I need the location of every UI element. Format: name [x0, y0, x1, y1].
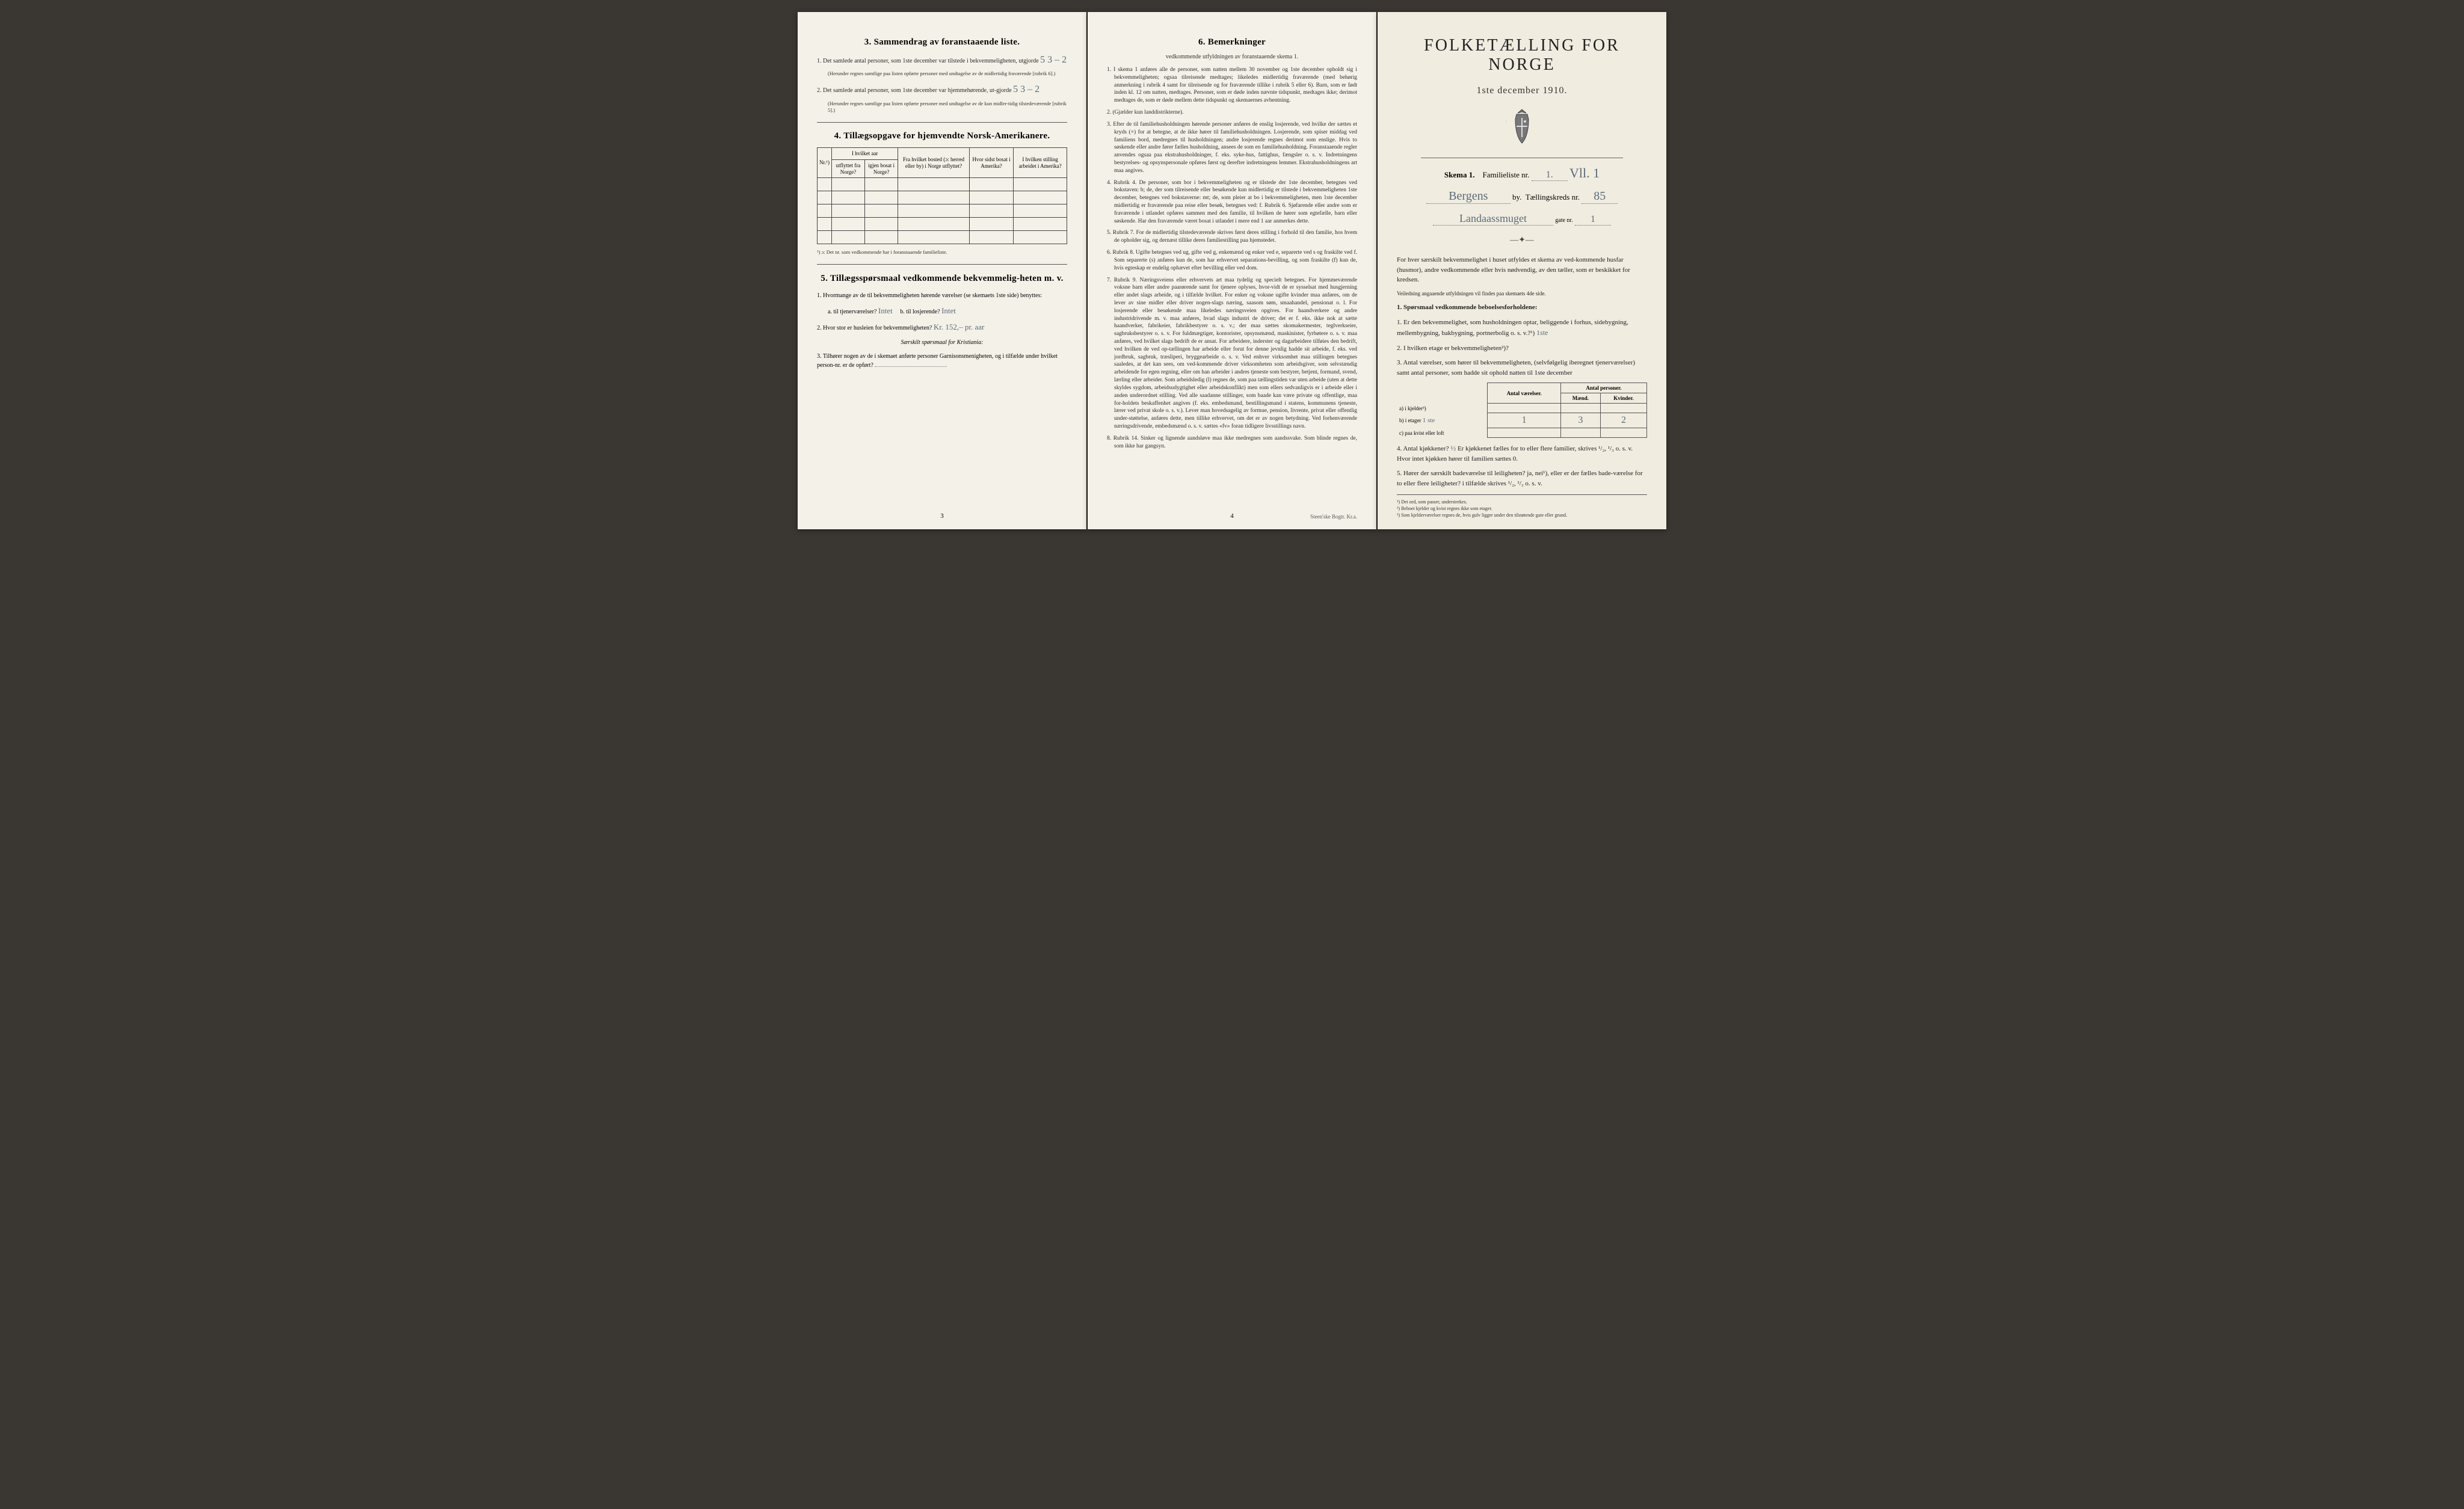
cover-date: 1ste december 1910. — [1397, 85, 1647, 96]
th-maend: Mænd. — [1560, 393, 1600, 404]
q1-heading: 1. Spørsmaal vedkommende beboelsesforhol… — [1397, 303, 1647, 313]
cover-page: FOLKETÆLLING FOR NORGE 1ste december 191… — [1378, 12, 1666, 529]
gate-value: Landaassmuget — [1433, 212, 1553, 226]
th-kvinder: Kvinder. — [1600, 393, 1646, 404]
by-line: Bergens by. Tællingskreds nr. 85 — [1397, 189, 1647, 204]
sec3-item2-value: 5 3 – 2 — [1013, 83, 1040, 96]
page-4: 6. Bemerkninger vedkommende utfyldningen… — [1088, 12, 1376, 529]
table-row — [818, 231, 1067, 244]
sec3-heading: 3. Sammendrag av foranstaaende liste. — [817, 37, 1067, 48]
q1: 1. Hvormange av de til bekvemmeligheten … — [817, 291, 1067, 300]
th-personer: Antal personer. — [1560, 383, 1646, 393]
familieliste-nr: 1. — [1532, 170, 1568, 181]
q1-5: 5. Hører der særskilt badeværelse til le… — [1397, 469, 1647, 488]
sec4-heading: 4. Tillægsopgave for hjemvendte Norsk-Am… — [817, 131, 1067, 141]
val-kvinder: 2 — [1621, 415, 1626, 426]
sec3-item1: 1. Det samlede antal personer, som 1ste … — [817, 54, 1067, 67]
amerikaner-table: Nr.¹) I hvilket aar Fra hvilket bosted (… — [817, 147, 1067, 244]
count-table: Antal værelser. Antal personer. Mænd. Kv… — [1397, 383, 1647, 438]
q1-1: 1. Er den bekvemmelighet, som husholdnin… — [1397, 318, 1647, 339]
q1-2: 2. I hvilken etage er bekvemmeligheten²)… — [1397, 343, 1647, 354]
table-row: c) paa kvist eller loft — [1397, 428, 1647, 438]
kreds-value: 85 — [1582, 189, 1618, 204]
page-3: 3. Sammendrag av foranstaaende liste. 1.… — [798, 12, 1086, 529]
amerikaner-tbody — [818, 178, 1067, 244]
sec3-item1-note: (Herunder regnes samtlige paa listen opf… — [817, 70, 1067, 77]
th-bosted: Fra hvilket bosted (ɔ: herred eller by) … — [898, 147, 970, 177]
bemerkning-4: 4. Rubrik 4. De personer, som bor i bekv… — [1107, 179, 1357, 226]
cover-intro-note: Veiledning angaaende utfyldningen vil fi… — [1397, 290, 1647, 298]
table-row: a) i kjelder³) — [1397, 404, 1647, 413]
divider — [817, 122, 1067, 123]
sec6-heading: 6. Bemerkninger — [1107, 37, 1357, 48]
bemerkning-7: 7. Rubrik 9. Næringsveiens eller erhverv… — [1107, 277, 1357, 431]
q2: 2. Hvor stor er husleien for bekvemmelig… — [817, 321, 1067, 333]
th-vaerelser: Antal værelser. — [1488, 383, 1561, 404]
etage-value: 1 ste — [1423, 417, 1435, 424]
document-spread: 3. Sammendrag av foranstaaende liste. 1.… — [798, 12, 1666, 529]
q1b-ans: Intet — [941, 305, 956, 317]
table-footnote: ¹) ɔ: Det nr. som vedkommende har i fora… — [817, 249, 1067, 256]
footnote-1: ¹) Det ord, som passer, understrekes. — [1397, 499, 1647, 505]
coat-of-arms-icon — [1506, 108, 1538, 148]
table-row — [818, 218, 1067, 231]
th-igjen: igjen bosat i Norge? — [864, 159, 898, 178]
sec3-item2: 2. Det samlede antal personer, som 1ste … — [817, 83, 1067, 96]
page-number: 4 — [1230, 512, 1234, 520]
sec3-item2-note: (Herunder regnes samtlige paa listen opf… — [817, 100, 1067, 114]
q2-ans: Kr. 152,– pr. aar — [934, 321, 984, 333]
val-maend: 3 — [1578, 415, 1583, 426]
bemerkning-2: 2. (Gjælder kun landdistrikterne). — [1107, 109, 1357, 117]
bemerkning-8: 8. Rubrik 14. Sinker og lignende aandslø… — [1107, 435, 1357, 450]
q1-3: 3. Antal værelser, som hører til bekvemm… — [1397, 358, 1647, 378]
table-row — [818, 191, 1067, 204]
ornament-icon: ―✦― — [1397, 235, 1647, 245]
divider — [817, 264, 1067, 265]
bemerkning-6: 6. Rubrik 8. Ugifte betegnes ved ug, gif… — [1107, 249, 1357, 272]
bemerkning-1: 1. I skema 1 anføres alle de personer, s… — [1107, 66, 1357, 105]
q-sub: Særskilt spørsmaal for Kristiania: — [817, 338, 1067, 347]
q1a-ans: Intet — [878, 305, 893, 317]
footnote-2: ²) Beboet kjelder og kvist regnes ikke s… — [1397, 505, 1647, 512]
q1-4: 4. Antal kjøkkener? ½ Er kjøkkenet fælle… — [1397, 443, 1647, 464]
q1-4-ans: ½ — [1450, 443, 1456, 453]
sec3-item1-value: 5 3 – 2 — [1040, 54, 1067, 67]
th-stilling: I hvilken stilling arbeidet i Amerika? — [1014, 147, 1067, 177]
bemerkning-3: 3. Efter de til familiehusholdningen hør… — [1107, 121, 1357, 175]
q3: 3. Tilhører nogen av de i skemaet anført… — [817, 352, 1067, 370]
sec6-sub: vedkommende utfyldningen av foranstaaend… — [1107, 54, 1357, 60]
q1-1-ans: 1ste — [1536, 327, 1548, 338]
gate-nr: 1 — [1575, 214, 1611, 226]
footnote-3: ³) Som kjelderværelser regnes de, hvis g… — [1397, 512, 1647, 518]
schema-line: Skema 1. Familieliste nr. 1. Vll. 1 — [1397, 165, 1647, 181]
th-aar: I hvilket aar — [831, 147, 898, 159]
cover-intro: For hver særskilt bekvemmelighet i huset… — [1397, 255, 1647, 285]
cover-title: FOLKETÆLLING FOR NORGE — [1397, 36, 1647, 75]
page-number: 3 — [940, 512, 944, 520]
gate-line: Landaassmuget gate nr. 1 — [1397, 212, 1647, 226]
th-nr: Nr.¹) — [818, 147, 832, 177]
familieliste-extra: Vll. 1 — [1569, 165, 1600, 181]
sec5-heading: 5. Tillægsspørsmaal vedkommende bekvemme… — [817, 273, 1067, 285]
th-utflyttet: utflyttet fra Norge? — [831, 159, 864, 178]
q1-sub: a. til tjenerværelser? Intet b. til losj… — [817, 305, 1067, 317]
bemerkning-5: 5. Rubrik 7. For de midlertidig tilstede… — [1107, 229, 1357, 245]
bemerkninger-list: 1. I skema 1 anføres alle de personer, s… — [1107, 66, 1357, 450]
val-vaerelser: 1 — [1522, 415, 1527, 426]
by-value: Bergens — [1426, 189, 1511, 204]
footnotes: ¹) Det ord, som passer, understrekes. ²)… — [1397, 494, 1647, 519]
table-row: b) i etager 1 ste 1 3 2 — [1397, 413, 1647, 428]
printer-mark: Steen'ske Bogtr. Kr.a. — [1310, 514, 1357, 520]
th-sidst: Hvor sidst bosat i Amerika? — [969, 147, 1013, 177]
table-row — [818, 204, 1067, 218]
table-row — [818, 178, 1067, 191]
